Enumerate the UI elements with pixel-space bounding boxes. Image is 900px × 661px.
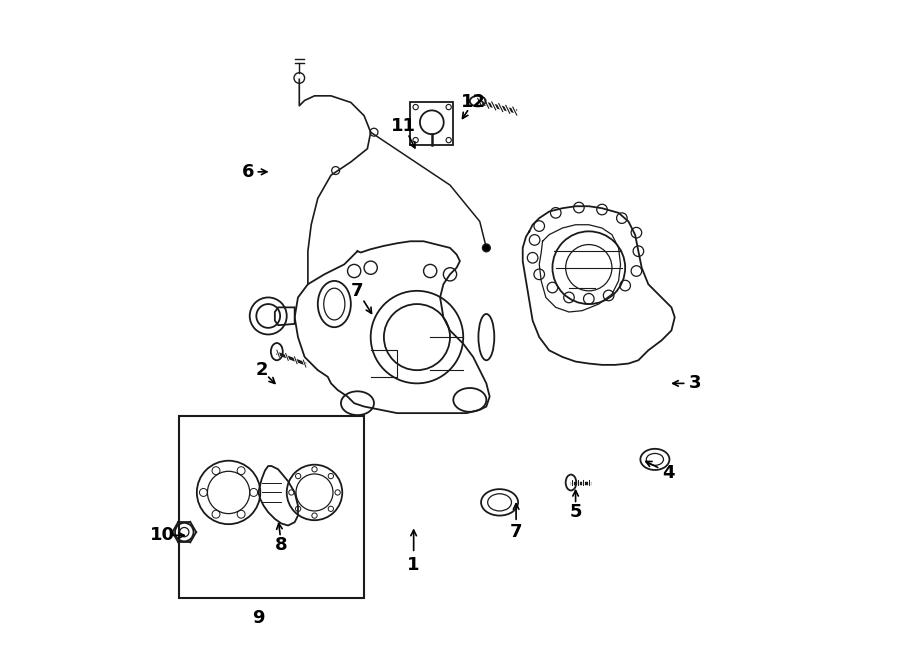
Text: 5: 5: [570, 503, 581, 522]
Text: 11: 11: [392, 116, 416, 135]
Text: 7: 7: [351, 282, 364, 300]
Polygon shape: [274, 307, 294, 325]
Text: 1: 1: [408, 556, 420, 574]
Text: 2: 2: [256, 361, 268, 379]
Text: 7: 7: [509, 523, 522, 541]
Text: 6: 6: [242, 163, 255, 181]
Polygon shape: [523, 206, 675, 365]
Text: 12: 12: [461, 93, 486, 112]
Bar: [410, 102, 454, 145]
Text: 10: 10: [150, 526, 175, 545]
Text: 8: 8: [275, 536, 288, 555]
Polygon shape: [258, 466, 298, 525]
Text: 4: 4: [662, 463, 674, 482]
Bar: [179, 416, 364, 598]
Circle shape: [482, 244, 491, 252]
Text: 3: 3: [688, 374, 701, 393]
Polygon shape: [294, 241, 490, 413]
Text: 9: 9: [252, 609, 265, 627]
